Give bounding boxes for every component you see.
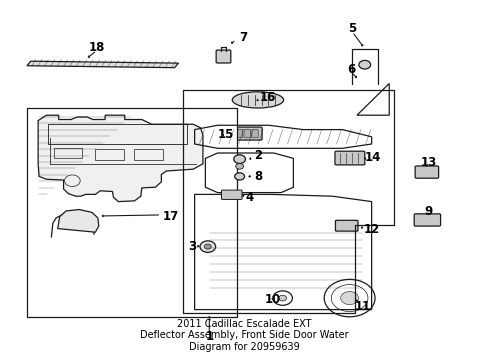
FancyBboxPatch shape — [251, 130, 258, 138]
Bar — [134, 149, 163, 160]
Bar — [48, 124, 187, 144]
FancyBboxPatch shape — [216, 50, 230, 63]
Text: 8: 8 — [254, 170, 262, 183]
Text: 12: 12 — [363, 223, 379, 236]
Circle shape — [234, 173, 244, 180]
Text: 5: 5 — [347, 22, 355, 35]
Circle shape — [235, 163, 243, 169]
Text: 16: 16 — [259, 91, 275, 104]
Text: 7: 7 — [239, 31, 247, 44]
Text: 14: 14 — [364, 151, 380, 164]
Text: 9: 9 — [424, 205, 431, 218]
Polygon shape — [58, 210, 99, 232]
Text: 13: 13 — [419, 156, 436, 169]
FancyBboxPatch shape — [334, 151, 364, 165]
Circle shape — [233, 155, 245, 163]
Polygon shape — [27, 61, 178, 68]
Text: 2: 2 — [254, 149, 262, 162]
Text: 17: 17 — [163, 210, 179, 223]
Circle shape — [358, 60, 370, 69]
Circle shape — [278, 295, 286, 301]
FancyBboxPatch shape — [335, 220, 357, 231]
Text: 1: 1 — [205, 330, 213, 343]
Circle shape — [204, 244, 211, 249]
Circle shape — [200, 241, 215, 252]
Bar — [27, 108, 237, 317]
FancyBboxPatch shape — [236, 130, 242, 138]
Text: 2011 Cadillac Escalade EXT
Deflector Assembly, Front Side Door Water
Diagram for: 2011 Cadillac Escalade EXT Deflector Ass… — [140, 319, 348, 352]
Ellipse shape — [232, 92, 283, 108]
FancyBboxPatch shape — [221, 190, 242, 199]
FancyBboxPatch shape — [222, 127, 262, 140]
Text: 15: 15 — [217, 129, 234, 141]
FancyBboxPatch shape — [413, 214, 440, 226]
FancyBboxPatch shape — [228, 130, 234, 138]
Circle shape — [340, 292, 358, 305]
FancyBboxPatch shape — [414, 166, 438, 178]
FancyBboxPatch shape — [244, 130, 250, 138]
Polygon shape — [38, 115, 203, 202]
Text: 4: 4 — [245, 191, 253, 204]
Text: 6: 6 — [346, 63, 354, 76]
Text: 3: 3 — [188, 240, 196, 253]
Bar — [54, 148, 82, 158]
Bar — [95, 149, 123, 160]
Text: 18: 18 — [88, 41, 105, 54]
Text: 11: 11 — [354, 300, 370, 313]
Text: 10: 10 — [264, 293, 281, 306]
